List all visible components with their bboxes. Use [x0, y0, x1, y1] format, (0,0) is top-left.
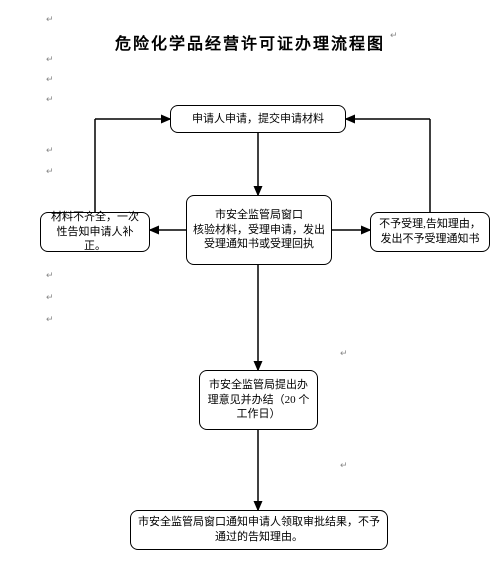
- flow-node-n4: 不予受理,告知理由，发出不予受理通知书: [370, 212, 490, 252]
- node-label: 市安全监管局提出办理意见并办结（20 个工作日）: [206, 378, 311, 423]
- paragraph-mark: ↵: [46, 314, 54, 325]
- paragraph-mark: ↵: [390, 30, 398, 41]
- flow-node-n1: 申请人申请，提交申请材料: [170, 105, 346, 133]
- node-label: 市安全监管局窗口 核验材料，受理申请，发出受理通知书或受理回执: [193, 208, 325, 253]
- node-label: 不予受理,告知理由，发出不予受理通知书: [377, 217, 483, 247]
- diagram-title: 危险化学品经营许可证办理流程图: [0, 30, 500, 54]
- flow-node-n3: 材料不齐全，一次性告知申请人补正。: [40, 212, 150, 252]
- paragraph-mark: ↵: [46, 166, 54, 177]
- paragraph-mark: ↵: [46, 54, 54, 65]
- edges-layer: [0, 0, 500, 588]
- node-label: 申请人申请，提交申请材料: [192, 112, 324, 127]
- node-label: 市安全监管局窗口通知申请人领取审批结果，不予通过的告知理由。: [137, 515, 381, 545]
- paragraph-mark: ↵: [340, 348, 348, 359]
- paragraph-mark: ↵: [340, 460, 348, 471]
- paragraph-mark: ↵: [46, 292, 54, 303]
- paragraph-mark: ↵: [46, 14, 54, 25]
- paragraph-mark: ↵: [46, 145, 54, 156]
- node-label: 材料不齐全，一次性告知申请人补正。: [47, 210, 143, 255]
- flow-node-n2: 市安全监管局窗口 核验材料，受理申请，发出受理通知书或受理回执: [186, 195, 332, 265]
- paragraph-mark: ↵: [46, 74, 54, 85]
- flow-node-n5: 市安全监管局提出办理意见并办结（20 个工作日）: [199, 370, 318, 430]
- flow-node-n6: 市安全监管局窗口通知申请人领取审批结果，不予通过的告知理由。: [130, 510, 388, 550]
- paragraph-mark: ↵: [46, 270, 54, 281]
- paragraph-mark: ↵: [46, 94, 54, 105]
